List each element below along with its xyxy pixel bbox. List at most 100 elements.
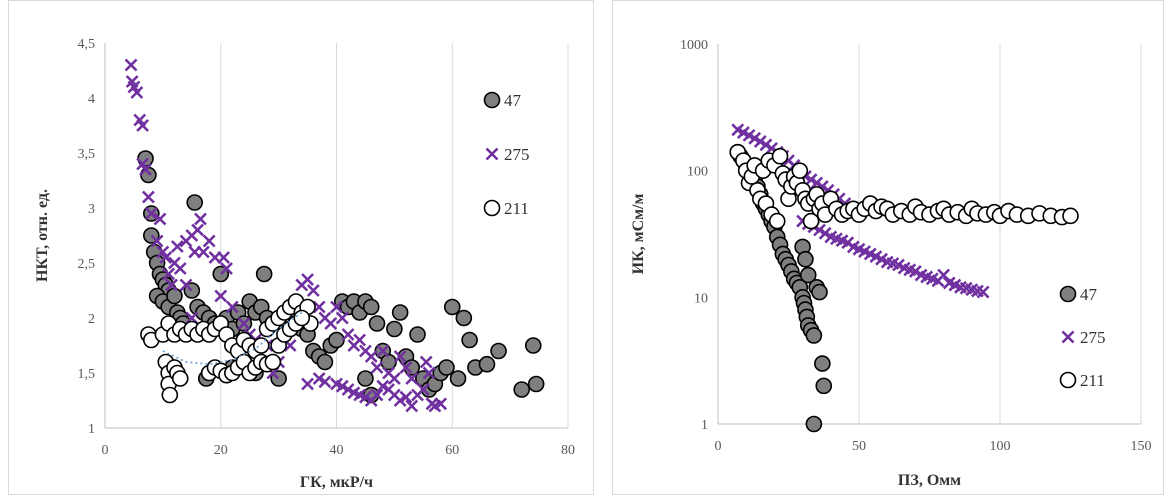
left-point-47	[455, 309, 473, 327]
left-y-tick-label: 1	[88, 422, 95, 437]
left-point-47	[391, 304, 409, 321]
left-point-275	[170, 240, 184, 253]
left-point-47	[166, 287, 183, 305]
right-legend-label-211: 211	[1080, 371, 1105, 390]
left-point-47	[368, 315, 386, 332]
left-point-275	[419, 355, 433, 369]
left-point-47	[443, 298, 461, 316]
left-legend-label-47: 47	[504, 91, 522, 110]
left-point-275	[405, 372, 419, 385]
right-x-tick-label: 100	[990, 439, 1011, 454]
left-x-tick-label: 20	[214, 443, 228, 458]
left-point-275	[422, 366, 436, 380]
left-point-275	[217, 251, 231, 264]
left-point-47	[255, 265, 273, 283]
left-point-275	[191, 223, 205, 237]
left-point-275	[162, 267, 176, 281]
right-point-211	[768, 212, 786, 230]
left-point-47	[438, 359, 455, 376]
left-series-47	[137, 150, 545, 404]
left-point-275	[194, 212, 207, 226]
left-point-47	[461, 331, 478, 349]
left-y-axis-title: НКТ, отн. ед.	[34, 189, 51, 282]
left-point-47	[527, 375, 545, 393]
left-y-tick-label: 4	[88, 92, 95, 107]
left-point-275	[153, 212, 167, 226]
right-point-211	[791, 162, 809, 179]
left-point-47	[140, 166, 157, 184]
right-point-47	[799, 266, 817, 284]
left-point-275	[312, 300, 326, 314]
left-point-275	[330, 300, 343, 314]
right-point-275	[937, 268, 951, 282]
right-point-47	[805, 327, 823, 344]
right-point-47	[805, 415, 823, 433]
left-point-275	[370, 388, 384, 402]
right-x-axis-title: ПЗ, Омм	[898, 472, 961, 489]
left-point-275	[159, 251, 173, 264]
left-point-275	[434, 397, 448, 411]
left-point-275	[301, 273, 314, 286]
left-x-tick-label: 40	[330, 443, 344, 458]
left-x-axis-title: ГК, мкР/ч	[300, 474, 373, 491]
left-point-275	[214, 289, 228, 303]
right-y-tick-label: 1	[701, 418, 708, 433]
right-point-211	[1062, 207, 1079, 225]
left-point-275	[370, 361, 384, 374]
right-series-211	[729, 143, 1079, 230]
right-point-275	[908, 265, 922, 278]
left-point-275	[173, 262, 187, 275]
left-point-47	[316, 353, 334, 371]
left-y-tick-label: 1,5	[78, 367, 96, 382]
left-y-tick-label: 3,5	[78, 147, 96, 162]
right-y-tick-label: 1000	[680, 38, 708, 53]
left-point-275	[225, 300, 239, 314]
left-y-tick-label: 2	[88, 312, 95, 327]
left-point-275	[124, 58, 138, 72]
left-point-275	[306, 284, 320, 297]
left-series-275	[124, 58, 448, 413]
left-point-47	[478, 355, 496, 373]
left-point-275	[364, 350, 378, 363]
left-legend-marker-211	[483, 199, 501, 217]
left-legend-marker-275	[485, 147, 499, 161]
left-point-275	[141, 190, 155, 204]
right-legend-label-275: 275	[1080, 328, 1106, 347]
left-point-211	[252, 337, 270, 354]
chart-left: 0 20 40 60 80 1 1,5 2 2,5 3 3,5 4 4,5 ГК, мкР/ч НКТ, о…	[34, 37, 575, 491]
right-point-275	[759, 138, 773, 152]
left-point-211	[264, 353, 282, 371]
right-x-tick-label: 50	[852, 439, 866, 454]
left-point-275	[416, 383, 430, 396]
right-point-47	[814, 355, 831, 372]
left-point-47	[186, 194, 204, 211]
left-point-275	[393, 350, 407, 363]
left-legend-marker-47	[483, 91, 501, 109]
left-point-275	[179, 278, 193, 292]
right-legend-marker-275	[1061, 330, 1075, 344]
left-point-47	[362, 298, 380, 316]
left-point-47	[386, 320, 403, 338]
left-point-275	[202, 234, 216, 248]
left-point-47	[513, 381, 531, 398]
left-point-47	[524, 337, 542, 354]
left-point-275	[353, 333, 367, 347]
chart-right: 0 50 100 150 1 10 100 1000 ПЗ, Омм ИК, мСм/м 47 275…	[630, 38, 1152, 489]
left-point-47	[449, 370, 467, 387]
chart-panel-left: 0 20 40 60 80 1 1,5 2 2,5 3 3,5 4 4,5 ГК, мкР/ч НКТ, о…	[8, 0, 594, 495]
right-point-47	[815, 377, 833, 395]
right-legend-marker-211	[1059, 371, 1077, 389]
left-legend-label-275: 275	[504, 145, 530, 164]
left-point-275	[139, 163, 152, 176]
right-y-tick-label: 100	[687, 165, 708, 180]
right-point-275	[818, 226, 832, 240]
left-point-47	[409, 326, 426, 343]
left-x-tick-label: 0	[102, 443, 109, 458]
left-point-211	[171, 370, 189, 387]
left-point-275	[399, 361, 413, 374]
right-legend-marker-47	[1059, 285, 1077, 303]
left-point-275	[130, 86, 144, 99]
right-legend-label-47: 47	[1080, 285, 1098, 304]
left-x-tick-label: 60	[445, 443, 459, 458]
left-point-275	[376, 344, 390, 358]
